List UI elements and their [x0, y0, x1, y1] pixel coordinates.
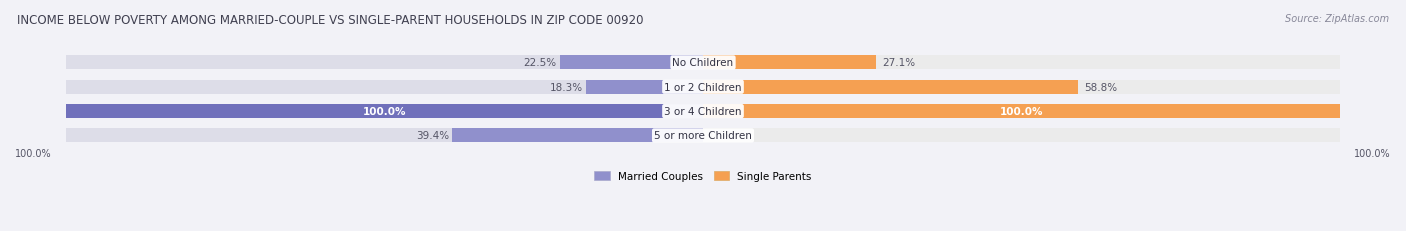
- Bar: [586, 80, 703, 94]
- Bar: [66, 105, 703, 119]
- Bar: [66, 105, 703, 119]
- Text: 18.3%: 18.3%: [550, 82, 583, 92]
- Text: 22.5%: 22.5%: [523, 58, 557, 68]
- Bar: [703, 80, 1340, 94]
- Bar: [66, 80, 703, 94]
- Bar: [560, 56, 703, 70]
- Bar: [703, 56, 1340, 70]
- Text: 27.1%: 27.1%: [882, 58, 915, 68]
- Text: 58.8%: 58.8%: [1084, 82, 1118, 92]
- Text: 0.0%: 0.0%: [710, 131, 735, 141]
- Text: 3 or 4 Children: 3 or 4 Children: [664, 107, 742, 117]
- Bar: [451, 129, 703, 143]
- Text: 1 or 2 Children: 1 or 2 Children: [664, 82, 742, 92]
- Bar: [703, 129, 1340, 143]
- Text: 100.0%: 100.0%: [15, 148, 52, 158]
- Bar: [66, 56, 703, 70]
- Text: 100.0%: 100.0%: [1354, 148, 1391, 158]
- Bar: [703, 105, 1340, 119]
- Text: INCOME BELOW POVERTY AMONG MARRIED-COUPLE VS SINGLE-PARENT HOUSEHOLDS IN ZIP COD: INCOME BELOW POVERTY AMONG MARRIED-COUPL…: [17, 14, 644, 27]
- Bar: [703, 105, 1340, 119]
- Bar: [66, 129, 703, 143]
- Bar: [703, 80, 1077, 94]
- Legend: Married Couples, Single Parents: Married Couples, Single Parents: [595, 171, 811, 182]
- Text: 39.4%: 39.4%: [416, 131, 449, 141]
- Bar: [703, 56, 876, 70]
- Text: 5 or more Children: 5 or more Children: [654, 131, 752, 141]
- Text: No Children: No Children: [672, 58, 734, 68]
- Text: 100.0%: 100.0%: [1000, 107, 1043, 117]
- Text: Source: ZipAtlas.com: Source: ZipAtlas.com: [1285, 14, 1389, 24]
- Text: 100.0%: 100.0%: [363, 107, 406, 117]
